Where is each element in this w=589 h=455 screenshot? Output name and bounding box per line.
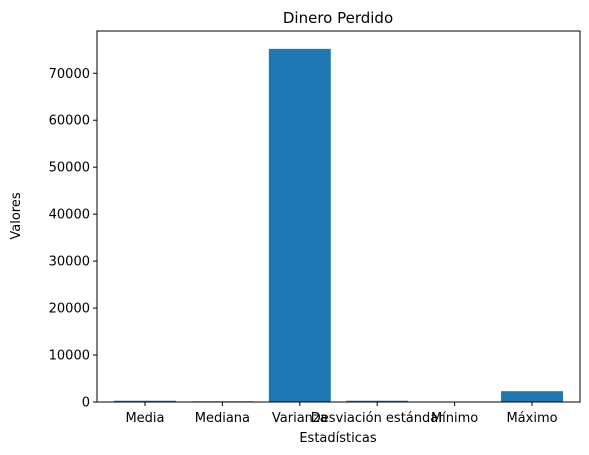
- x-axis-label: Estadísticas: [299, 431, 377, 446]
- y-tick-label: 30000: [49, 255, 90, 270]
- y-tick-label: 50000: [49, 161, 90, 176]
- x-tick-label: Media: [125, 411, 164, 426]
- bar-3: [346, 400, 409, 402]
- y-tick-label: 40000: [49, 208, 90, 223]
- bar-0: [114, 400, 176, 402]
- y-tick-label: 60000: [49, 114, 90, 129]
- plot-frame: [96, 30, 581, 403]
- y-tick-label: 70000: [49, 67, 90, 82]
- x-tick-label: Mediana: [195, 411, 250, 426]
- bar-5: [501, 391, 563, 402]
- x-tick-label: Máximo: [506, 411, 557, 426]
- bars-group: [114, 48, 563, 402]
- y-tick-label: 0: [82, 396, 90, 411]
- x-tick-label: Mínimo: [431, 411, 478, 426]
- y-tick-label: 10000: [49, 349, 90, 364]
- chart-title: Dinero Perdido: [283, 9, 393, 27]
- x-tick-label: Desviación estándar: [311, 411, 444, 426]
- y-axis-ticks: 0 10000 20000 30000 40000 50000 60000 70000: [49, 67, 97, 411]
- bar-2: [268, 48, 331, 402]
- x-tick-label: Varianza: [272, 411, 328, 426]
- y-axis-label: Valores: [9, 192, 24, 239]
- y-tick-label: 20000: [49, 302, 90, 317]
